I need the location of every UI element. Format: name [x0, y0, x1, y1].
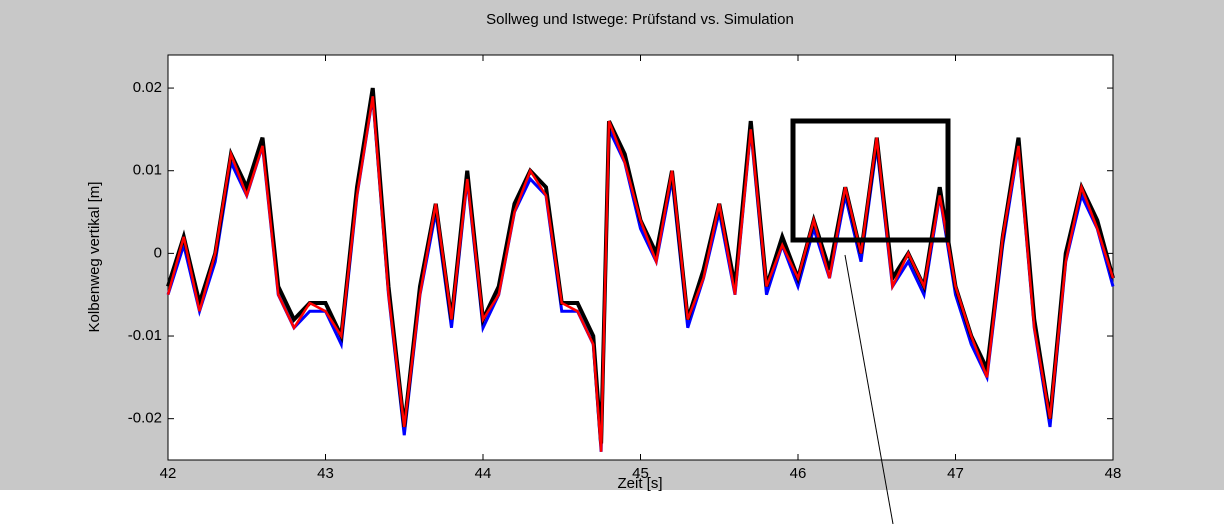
plot: [166, 87, 1115, 452]
zoom-box: [790, 118, 951, 243]
y-tick-label: -0.01: [128, 327, 162, 344]
x-tick-label: 47: [947, 465, 964, 482]
y-tick-label: 0.01: [133, 162, 162, 179]
x-tick-label: 42: [160, 465, 177, 482]
y-tick-label: 0: [154, 244, 162, 261]
y-tick-label: 0.02: [133, 79, 162, 96]
x-tick-label: 45: [632, 465, 649, 482]
x-tick-label: 43: [317, 465, 334, 482]
chart-title: Sollweg und Istwege: Prüfstand vs. Simul…: [486, 11, 794, 28]
plot-area: [167, 54, 1114, 461]
x-tick-label: 46: [790, 465, 807, 482]
x-axis-label: Zeit [s]: [617, 475, 662, 492]
zoom-pointer: [844, 254, 894, 525]
x-tick-label: 44: [475, 465, 492, 482]
x-tick-label: 48: [1105, 465, 1122, 482]
y-axis-label: Kolbenweg vertikal [m]: [86, 182, 103, 333]
y-tick-label: -0.02: [128, 410, 162, 427]
series-line: [166, 96, 1115, 452]
